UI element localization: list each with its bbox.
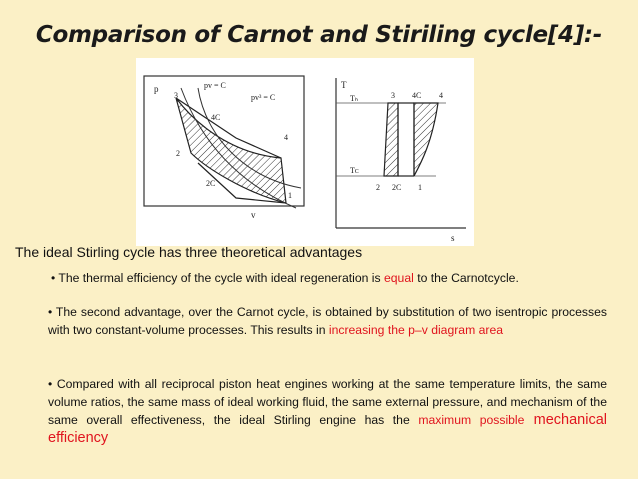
pv-eq1-label: pv = C (204, 81, 226, 90)
pv-point-4: 4 (284, 133, 288, 142)
bullet-2-highlight: increasing the p–v diagram area (328, 323, 504, 337)
pv-axis-x-label: v (251, 210, 256, 220)
pv-point-2: 2 (176, 149, 180, 158)
bullet-marker: • (51, 271, 56, 285)
ts-th-label: Tₕ (350, 94, 358, 103)
ts-point-2c: 2C (392, 183, 401, 192)
pv-eq2-label: pv³ = C (251, 93, 275, 102)
bullet-2-text-before: The second advantage, over the Carnot cy… (48, 305, 607, 337)
ts-point-4c: 4C (412, 91, 421, 100)
bullet-marker: • (48, 377, 53, 391)
ts-axis-y-label: T (341, 80, 347, 90)
bullet-marker: • (48, 305, 53, 319)
ts-point-3: 3 (391, 91, 395, 100)
pv-axis-y-label: p (154, 84, 159, 94)
slide-title: Comparison of Carnot and Stiriling cycle… (35, 22, 603, 48)
ts-axis-x-label: s (451, 233, 455, 243)
bullet-3: • Compared with all reciprocal piston he… (48, 375, 607, 447)
ts-tc-label: Tᴄ (350, 166, 359, 175)
ts-point-2: 2 (376, 183, 380, 192)
pv-point-2c: 2C (206, 179, 215, 188)
ts-point-4: 4 (439, 91, 443, 100)
bullet-1: • The thermal efficiency of the cycle wi… (51, 271, 519, 285)
pv-diagram: p v pv = C pv³ = C 3 4C 4 2C 1 2 (143, 75, 305, 220)
intro-text: The ideal Stirling cycle has three theor… (15, 244, 363, 260)
pv-point-1: 1 (288, 191, 292, 200)
bullet-1-highlight: equal (384, 271, 414, 285)
pv-point-3: 3 (174, 91, 178, 100)
bullet-3-highlight-1: maximum possible (418, 413, 525, 427)
cycle-diagrams-svg: p v pv = C pv³ = C 3 4C 4 2C 1 2 T s Tₕ (143, 75, 466, 243)
bullet-3-text-before: Compared with all reciprocal piston heat… (48, 377, 607, 427)
ts-diagram: T s Tₕ Tᴄ 3 4C 4 2 2C 1 (335, 78, 466, 243)
bullet-1-text-after: to the Carnotcycle. (413, 271, 519, 285)
pv-point-4c: 4C (211, 113, 220, 122)
bullet-2: • The second advantage, over the Carnot … (48, 303, 607, 339)
ts-point-1: 1 (418, 183, 422, 192)
bullet-1-text-before: The thermal efficiency of the cycle with… (55, 271, 384, 285)
cycle-diagram-figure: p v pv = C pv³ = C 3 4C 4 2C 1 2 T s Tₕ (136, 58, 474, 246)
bullet-3-highlight-2: mechanical efficiency (48, 412, 607, 446)
